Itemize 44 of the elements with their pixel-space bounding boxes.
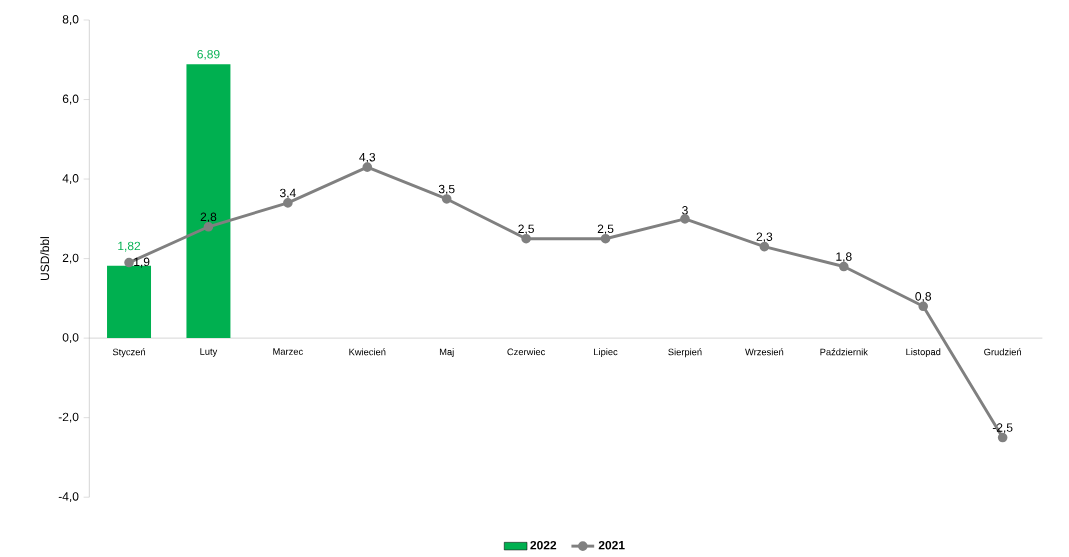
data-label: 2,5 <box>518 224 534 235</box>
y-tick-label: 8,0 <box>62 14 79 25</box>
data-label: 1,8 <box>836 252 852 263</box>
legend-label: 2022 <box>530 540 557 550</box>
point <box>362 162 373 172</box>
x-tick-label: Luty <box>200 348 218 357</box>
y-tick-label: 0,0 <box>62 333 79 343</box>
data-label: 3,4 <box>279 188 296 199</box>
point <box>203 221 214 232</box>
x-tick-label: Lipiec <box>594 348 618 357</box>
point <box>283 198 293 208</box>
x-tick-label: Kwiecień <box>349 348 386 356</box>
x-tick-label: Październik <box>820 348 868 356</box>
point <box>441 194 452 204</box>
point <box>918 301 929 312</box>
legend-label: 2021 <box>598 540 625 550</box>
x-tick-label: Grudzień <box>984 348 1021 356</box>
x-tick-label: Styczeń <box>112 348 146 358</box>
x-tick-label: Czerwiec <box>507 348 546 356</box>
x-tick-label: Maj <box>439 348 454 357</box>
data-label: -2,5 <box>992 423 1013 434</box>
point <box>124 257 134 268</box>
x-tick-label: Wrzesień <box>745 348 784 356</box>
data-label: 2,3 <box>756 232 773 243</box>
x-tick-label: Listopad <box>906 348 941 357</box>
data-label: 1,9 <box>134 257 150 268</box>
x-tick-label: Sierpień <box>668 348 702 358</box>
y-tick-label: -2,0 <box>58 412 79 423</box>
point <box>839 261 849 272</box>
y-tick-label: 4,0 <box>62 174 79 184</box>
x-tick-label: Marzec <box>273 348 303 355</box>
y-tick-label: 6,0 <box>62 94 79 105</box>
data-label: 2,5 <box>597 224 614 235</box>
data-label: 3,5 <box>438 184 455 195</box>
data-label: 0,8 <box>915 292 932 302</box>
point <box>759 241 770 252</box>
y-tick-label: -4,0 <box>58 492 79 503</box>
y-tick-label: 2,0 <box>62 253 79 264</box>
data-label: 1,82 <box>118 241 141 252</box>
data-label: 2,8 <box>200 212 217 223</box>
data-label: 3 <box>682 205 688 215</box>
data-label: 6,89 <box>197 49 220 60</box>
data-label: 4,3 <box>359 152 376 163</box>
y-axis-title: USD/bbl <box>40 236 50 280</box>
